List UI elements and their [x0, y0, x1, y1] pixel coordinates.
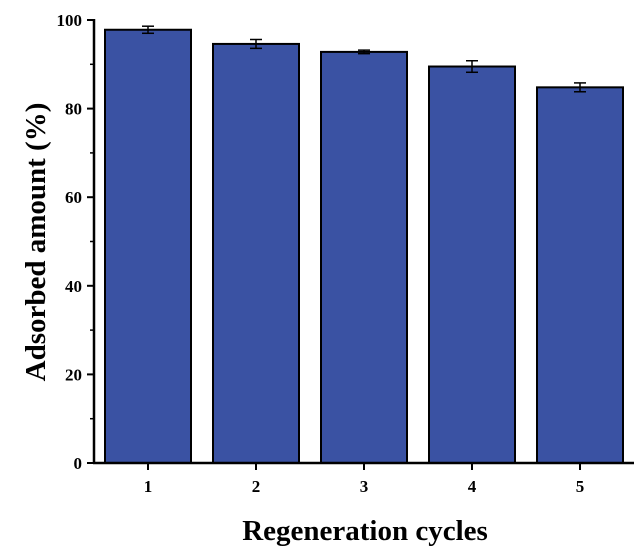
bar-4 — [428, 65, 516, 464]
y-tick-labels: 0 20 40 60 80 100 — [57, 11, 83, 473]
x-tick-label-3: 3 — [360, 477, 369, 496]
axes — [87, 19, 634, 470]
y-tick-label-100: 100 — [57, 11, 83, 30]
bar-3 — [320, 50, 408, 465]
x-axis-title: Regeneration cycles — [242, 515, 488, 547]
bars — [104, 28, 624, 465]
y-tick-label-60: 60 — [65, 188, 82, 207]
bar-1 — [104, 28, 192, 464]
y-tick-label-80: 80 — [65, 100, 82, 119]
x-tick-labels: 1 2 3 4 5 — [144, 477, 585, 496]
y-tick-label-0: 0 — [74, 454, 83, 473]
y-tick-label-40: 40 — [65, 277, 82, 296]
x-tick-label-4: 4 — [468, 477, 477, 496]
y-axis-title: Adsorbed amount (%) — [20, 103, 52, 382]
y-tick-label-20: 20 — [65, 365, 82, 384]
x-tick-label-1: 1 — [144, 477, 153, 496]
x-tick-label-2: 2 — [252, 477, 261, 496]
bar-2 — [212, 42, 300, 465]
error-bars — [142, 25, 586, 93]
x-tick-label-5: 5 — [576, 477, 585, 496]
bar-5 — [536, 86, 624, 464]
